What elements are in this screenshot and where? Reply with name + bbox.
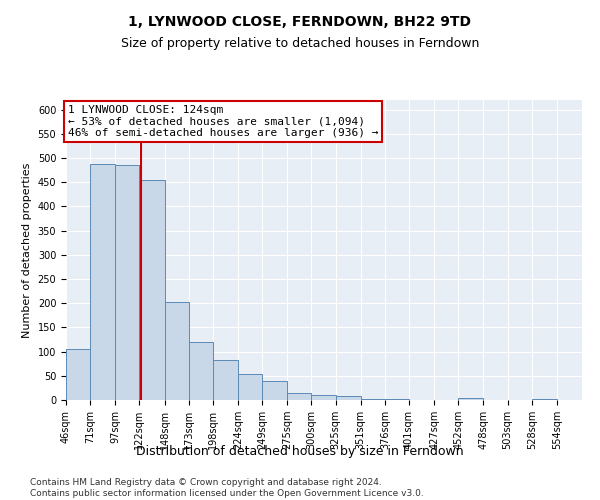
Bar (238, 374, 262, 400)
Text: 1, LYNWOOD CLOSE, FERNDOWN, BH22 9TD: 1, LYNWOOD CLOSE, FERNDOWN, BH22 9TD (128, 15, 472, 29)
Text: Size of property relative to detached houses in Ferndown: Size of property relative to detached ho… (121, 38, 479, 51)
Y-axis label: Number of detached properties: Number of detached properties (22, 162, 32, 338)
Bar (361, 399, 385, 400)
Bar (311, 395, 335, 400)
Bar (115, 165, 139, 400)
Bar (139, 180, 164, 400)
Bar (90, 164, 115, 400)
Bar (287, 393, 311, 400)
Text: Contains HM Land Registry data © Crown copyright and database right 2024.
Contai: Contains HM Land Registry data © Crown c… (30, 478, 424, 498)
Bar (532, 399, 557, 400)
Bar (385, 399, 409, 400)
Bar (458, 398, 484, 400)
Bar (164, 302, 189, 400)
Bar (262, 380, 287, 400)
Bar (335, 396, 361, 400)
Bar (66, 349, 90, 400)
Text: Distribution of detached houses by size in Ferndown: Distribution of detached houses by size … (136, 445, 464, 458)
Text: 1 LYNWOOD CLOSE: 124sqm
← 53% of detached houses are smaller (1,094)
46% of semi: 1 LYNWOOD CLOSE: 124sqm ← 53% of detache… (68, 105, 379, 138)
Bar (213, 360, 238, 400)
Bar (189, 342, 213, 400)
